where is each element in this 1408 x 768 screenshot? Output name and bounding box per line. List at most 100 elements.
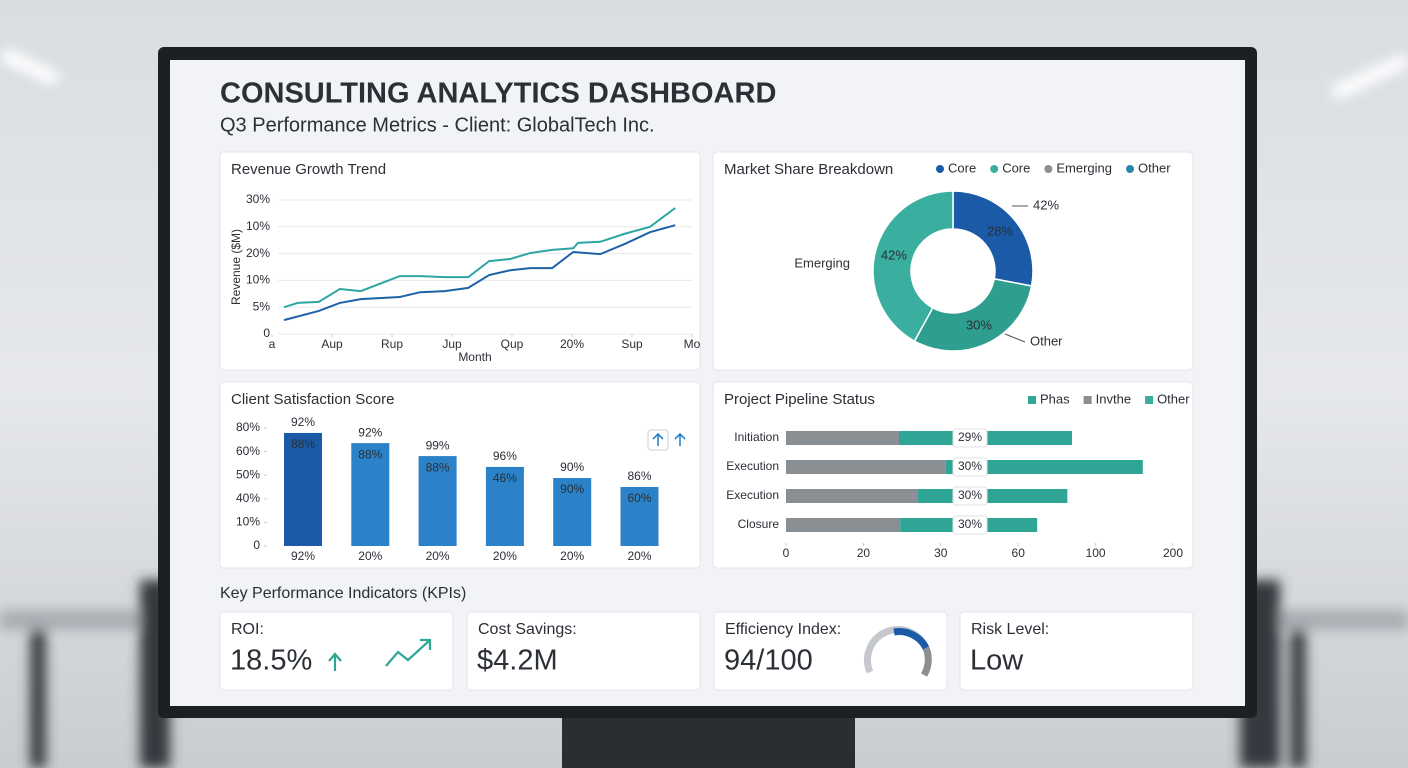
segment-label: 30% [958, 488, 982, 502]
segment-badge [952, 457, 988, 477]
legend-label: Core [1002, 160, 1030, 175]
bar [553, 478, 592, 546]
legend-marker [1028, 396, 1036, 404]
legend-label: Other [1138, 160, 1171, 175]
y-tick-label: 10% [246, 273, 270, 287]
donut-slice [872, 190, 954, 343]
x-tick-label: 20% [560, 337, 584, 351]
chart-title: Market Share Breakdown [724, 161, 893, 178]
bar [284, 432, 322, 546]
x-tick-label: 200 [1163, 546, 1183, 560]
y-tick-label: 10% [246, 219, 270, 233]
chart-title: Client Satisfaction Score [231, 391, 394, 408]
kpi-section-title: Key Performance Indicators (KPIs) [220, 585, 466, 602]
x-tick-label: 0 [783, 546, 790, 560]
y-tick-label: 60% [236, 444, 260, 458]
bar-top-label: 92% [291, 415, 315, 429]
slice-label: 42% [881, 247, 907, 262]
segment-label: 29% [958, 430, 982, 444]
kpi-value: 18.5% [230, 645, 312, 677]
x-tick-label: Qup [501, 337, 524, 351]
x-tick-label: Aup [321, 337, 343, 351]
bar [620, 487, 659, 546]
donut-slice [952, 190, 1034, 287]
chart-title: Project Pipeline Status [724, 391, 875, 408]
legend-label: Phas [1040, 391, 1070, 406]
bar-inner-label: 88% [358, 447, 382, 461]
efficiency-gauge [864, 626, 932, 677]
kpi-value: Low [970, 645, 1024, 677]
annotation: 42% [1033, 197, 1059, 212]
bar-segment [786, 431, 900, 445]
y-category-label: Execution [726, 459, 779, 473]
roi-icons [328, 638, 432, 671]
x-tick-label: 100 [1086, 546, 1106, 560]
slice-label: 30% [966, 318, 992, 333]
x-tick-label: 20% [627, 549, 651, 563]
x-tick-label: 60 [1012, 546, 1026, 560]
bar-inner-label: 46% [493, 471, 517, 485]
legend-label: Core [948, 160, 976, 175]
kpi-value: 94/100 [724, 645, 813, 677]
y-tick-label: 0 [263, 326, 270, 340]
legend-marker [936, 165, 944, 173]
legend-marker [1126, 165, 1135, 173]
kpi-label: ROI: [231, 621, 264, 638]
slice-label: 28% [987, 224, 1013, 239]
bar [351, 443, 390, 546]
x-tick-label: 20% [426, 549, 450, 563]
y-category-label: Closure [738, 517, 780, 531]
bar-top-label: 90% [560, 460, 584, 474]
legend-label: Other [1157, 391, 1190, 406]
x-tick-label: Jup [442, 337, 462, 351]
dashboard-subtitle: Q3 Performance Metrics - Client: GlobalT… [220, 114, 655, 136]
x-tick-label: a [269, 337, 276, 351]
segment-badge [952, 515, 988, 535]
y-tick-label: 5% [253, 299, 271, 313]
bar-top-label: 96% [493, 449, 517, 463]
donut-slice [913, 277, 1033, 352]
x-tick-label: 20 [857, 546, 871, 560]
x-tick-label: 20% [358, 549, 382, 563]
bar-inner-label: 60% [627, 491, 651, 505]
segment-badge [952, 486, 988, 506]
x-tick-label: 30 [934, 546, 948, 560]
bar-inner-label: 88% [291, 437, 315, 451]
kpi-label: Cost Savings: [478, 621, 577, 638]
y-tick-label: 30% [246, 192, 270, 206]
segment-badge [952, 428, 988, 448]
legend-marker [1145, 396, 1154, 404]
bar-segment [945, 460, 1143, 474]
y-tick-label: 20% [246, 246, 270, 260]
bar-top-label: 99% [426, 438, 450, 452]
bar-top-label: 92% [358, 425, 382, 439]
bar [485, 466, 524, 546]
legend-marker [1044, 165, 1053, 173]
bar-segment [786, 489, 918, 503]
kpi-label: Risk Level: [971, 621, 1049, 638]
line-series [283, 207, 676, 309]
x-tick-label: 92% [291, 549, 315, 563]
legend-label: Emerging [1056, 160, 1112, 175]
y-tick-label: 10% [236, 515, 260, 529]
x-axis-label: Month [458, 350, 491, 364]
y-category-label: Initiation [734, 430, 779, 444]
leader-line [1004, 333, 1026, 343]
bar-inner-label: 88% [426, 460, 450, 474]
bar-top-label: 86% [627, 469, 651, 483]
bar [418, 456, 457, 546]
x-tick-label: 20% [493, 549, 517, 563]
bar-segment [786, 460, 946, 474]
kpi-value: $4.2M [477, 645, 558, 677]
dashboard-title: CONSULTING ANALYTICS DASHBOARD [220, 78, 776, 110]
bar-segment [917, 489, 1068, 503]
sort-icons[interactable] [647, 429, 686, 451]
line-series [283, 224, 676, 322]
kpi-label: Efficiency Index: [725, 621, 841, 638]
segment-label: 30% [958, 517, 982, 531]
legend-marker [1083, 396, 1092, 404]
y-category-label: Execution [726, 488, 779, 502]
cards [219, 151, 1194, 691]
y-tick-label: 40% [236, 491, 260, 505]
